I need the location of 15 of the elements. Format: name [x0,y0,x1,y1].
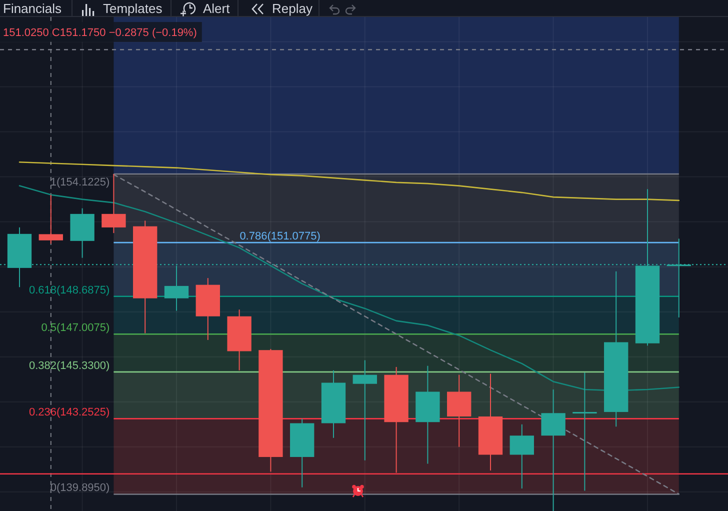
candlestick [352,360,377,461]
annotation: 151.0250 C151.1750 −0.2875 (−0.19%) [3,27,197,39]
candlestick [38,194,63,244]
ref-line-label: 0.786(151.0775) [240,230,320,243]
ref-line-label: 0.618(148.6875) [28,284,110,296]
ref-line-label: 0(139.8950) [50,482,110,494]
text: Financials [3,1,62,16]
ref-line-label: 1(154.1225) [50,176,110,189]
text: Alert [203,1,230,16]
candlestick [572,372,597,492]
ref-line-label: 0.5(147.0075) [41,322,110,334]
ref-line-label: 0.382(145.3300) [28,360,110,372]
text: Templates [103,1,163,16]
text: Replay [272,1,313,16]
ref-line-label: 0.236(143.2525) [28,406,110,419]
